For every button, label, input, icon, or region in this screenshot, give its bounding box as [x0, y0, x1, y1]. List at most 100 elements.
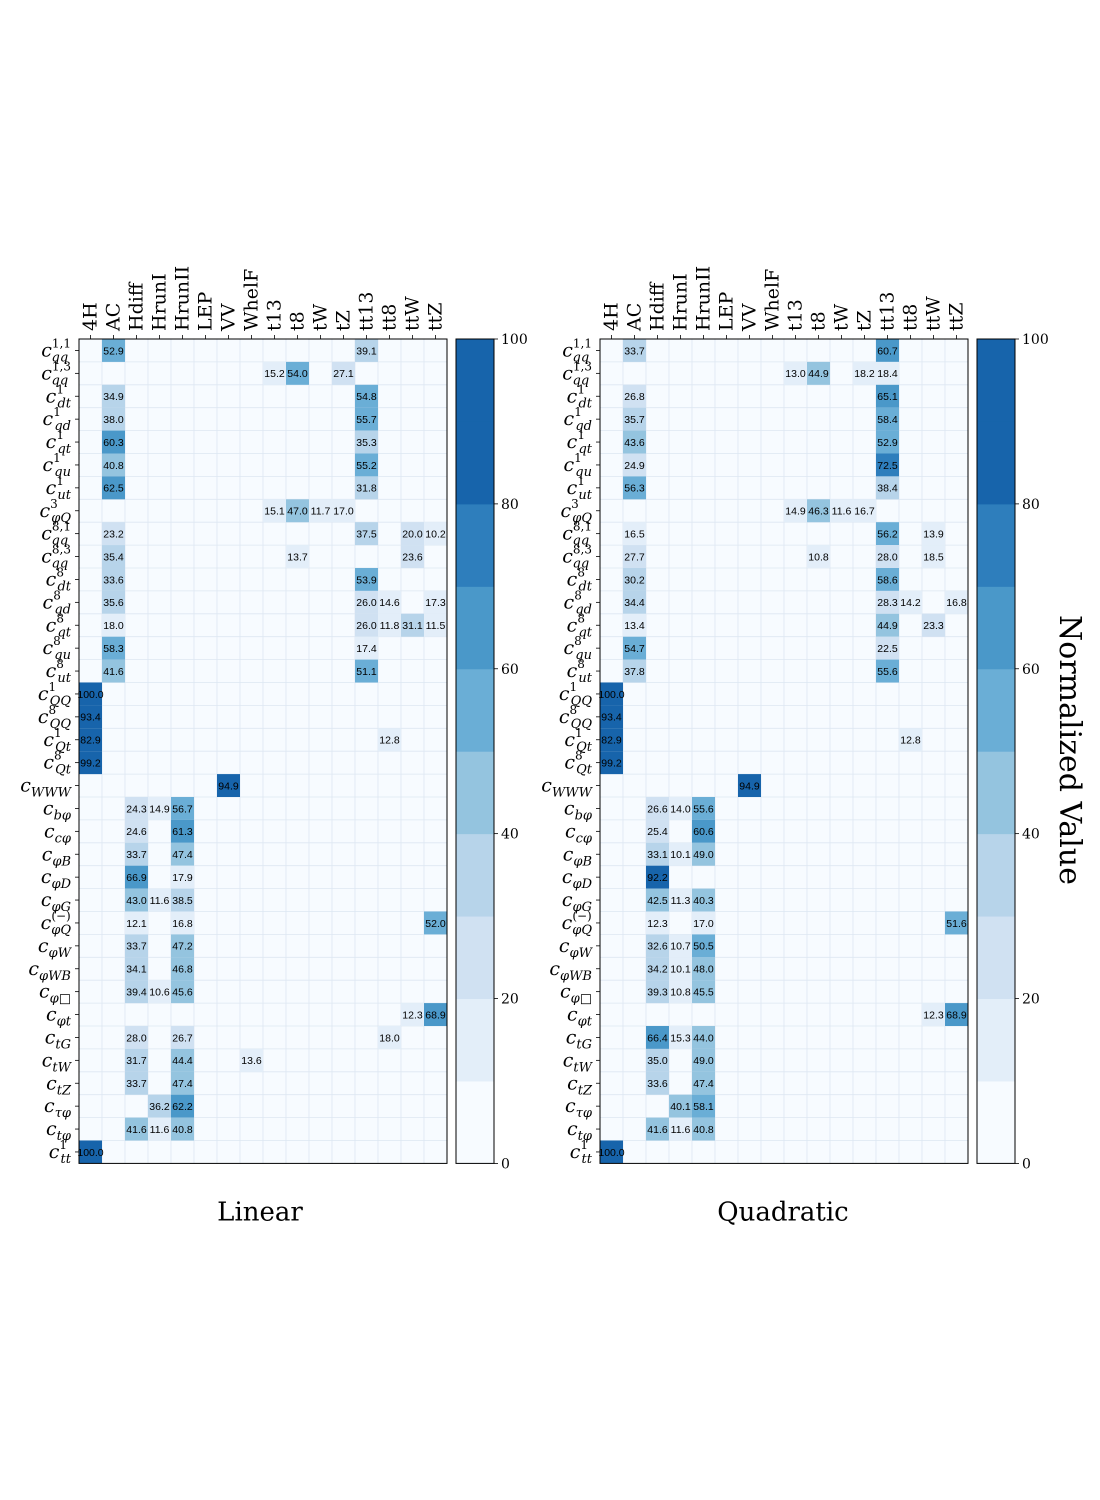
colorbar-segment	[977, 833, 1015, 917]
column-label: t8	[808, 311, 830, 331]
colorbar-segment	[456, 339, 494, 422]
heatmap-cell	[263, 361, 286, 385]
cell-value-label: 40.8	[103, 460, 124, 472]
row-label: c8 qd	[43, 588, 71, 617]
cell-value-label: 31.1	[402, 620, 423, 632]
heatmap-cell	[692, 1048, 715, 1072]
heatmap-cell	[171, 888, 194, 912]
colorbar-segment	[456, 751, 494, 835]
heatmap-cell	[148, 1117, 171, 1141]
heatmap-cell	[876, 545, 899, 568]
heatmap-cell	[263, 499, 286, 523]
cell-value-label: 11.3	[671, 895, 691, 907]
row-label: c1,1 qq	[41, 336, 71, 365]
heatmap-cell	[807, 499, 830, 523]
colorbar-frame	[976, 338, 1016, 1164]
heatmap-cell	[692, 1026, 715, 1049]
heatmap-cell	[378, 613, 401, 637]
heatmap-cell	[355, 636, 378, 660]
column-label: ttZ	[425, 303, 447, 331]
colorbar-segment	[977, 998, 1015, 1082]
cell-value-label: 49.0	[693, 1055, 714, 1067]
heatmap-cell	[332, 499, 355, 523]
row-label: c8 QQ	[38, 703, 71, 732]
cell-value-label: 14.6	[379, 597, 400, 609]
column-labels: 4H AC Hdiff HrunI HrunII LEP VV WhelF t13 t8 tW tZ t…	[80, 266, 447, 339]
heatmap-cell	[623, 545, 646, 568]
heatmap-cell	[945, 590, 968, 614]
cell-value-label: 41.6	[647, 1124, 668, 1136]
heatmap-cell	[876, 613, 899, 637]
row-label: c8 qt	[567, 611, 593, 640]
colorbar-tick-label: 20	[501, 992, 519, 1008]
heatmap-cell	[217, 774, 240, 797]
heatmap-cell	[171, 819, 194, 843]
heatmap-cell	[784, 361, 807, 385]
heatmap-cell	[424, 522, 447, 546]
heatmap-cell	[171, 957, 194, 981]
row-label: c1 Qt	[43, 726, 71, 755]
heatmap-cell	[876, 568, 899, 591]
row-label: cφG	[41, 889, 71, 915]
cell-value-label: 14.9	[149, 803, 170, 815]
cell-value-label: 18.4	[877, 368, 898, 380]
colorbar-segment	[456, 1080, 494, 1164]
column-label: t8	[287, 311, 309, 331]
row-label: ctW	[563, 1049, 594, 1075]
heatmap-cell	[646, 1026, 669, 1049]
heatmap-cell	[355, 384, 378, 408]
colorbar-frame	[455, 338, 495, 1164]
heatmap-cell	[148, 1094, 171, 1118]
column-label: Hdiff	[647, 281, 669, 331]
heatmap-cell	[102, 659, 125, 683]
column-label: tt8	[379, 304, 401, 331]
heatmap-cell	[102, 453, 125, 477]
heatmap-cell	[669, 1094, 692, 1118]
cell-value-label: 44.9	[808, 368, 829, 380]
cell-value-label: 12.3	[402, 1009, 423, 1021]
cell-value-label: 46.8	[172, 964, 193, 976]
heatmap-cell	[148, 797, 171, 820]
cell-value-label: 44.9	[877, 620, 898, 632]
row-label: c8 qu	[564, 634, 593, 663]
row-label: cφG	[562, 889, 592, 915]
cell-value-label: 51.1	[356, 666, 377, 678]
column-label: ttW	[923, 296, 945, 331]
colorbar-tick-label: 100	[501, 332, 528, 348]
cell-value-label: 33.7	[126, 941, 147, 953]
row-label: c(−) φQ	[562, 909, 593, 938]
heatmap-cell	[669, 957, 692, 981]
heatmap-cell	[355, 476, 378, 500]
heatmap-cell	[148, 980, 171, 1004]
heatmap-cell	[692, 980, 715, 1004]
heatmap-cell	[401, 613, 424, 637]
cell-value-label: 47.4	[693, 1078, 714, 1090]
heatmap-cell	[623, 659, 646, 683]
heatmap-cell	[125, 911, 148, 935]
cell-value-label: 50.5	[693, 941, 714, 953]
row-label: cφB	[42, 843, 71, 869]
cell-value-label: 43.6	[624, 437, 645, 449]
cell-value-label: 66.4	[647, 1032, 668, 1044]
row-label: cφD	[41, 866, 72, 892]
heatmap-cell	[669, 888, 692, 912]
heatmap-cell	[171, 797, 194, 820]
heatmap-cell	[669, 1026, 692, 1049]
row-label: cφt	[567, 1004, 593, 1030]
cell-value-label: 12.3	[647, 918, 668, 930]
heatmap-cell	[692, 842, 715, 866]
row-label: c1 tt	[49, 1138, 72, 1167]
heatmap-cell	[424, 613, 447, 637]
panel-title: Quadratic	[717, 1197, 848, 1227]
cell-value-label: 45.5	[693, 986, 714, 998]
row-label: c1 qd	[43, 405, 71, 434]
cell-value-label: 61.3	[172, 826, 193, 838]
cell-value-label: 33.1	[647, 849, 668, 861]
heatmap-cell	[148, 888, 171, 912]
cell-value-label: 38.0	[103, 414, 124, 426]
row-label: c1 ut	[567, 474, 593, 503]
cell-value-label: 26.0	[356, 597, 377, 609]
row-label: c3 φQ	[39, 497, 71, 526]
